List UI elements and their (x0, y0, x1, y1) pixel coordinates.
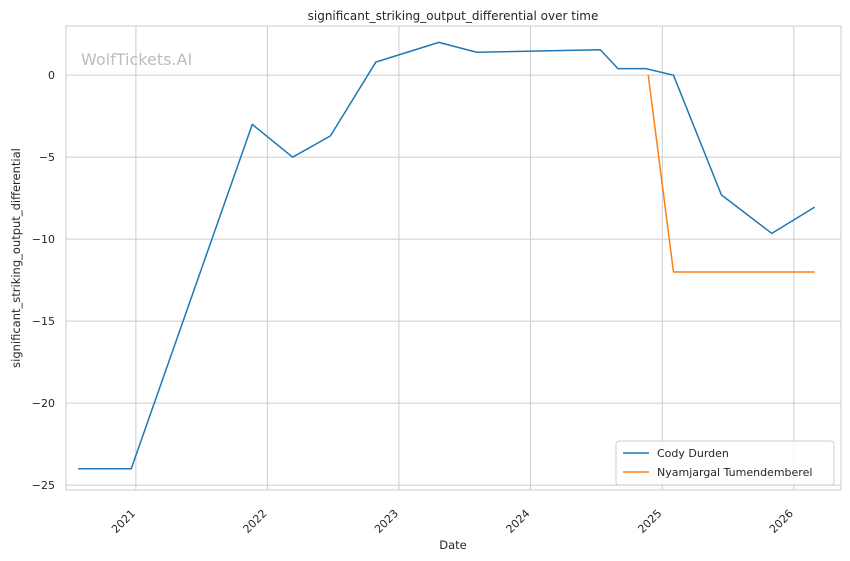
legend-label-1: Nyamjargal Tumendemberel (657, 466, 812, 479)
legend-box (615, 440, 835, 486)
y-axis-ticks: 0 −5 −10 −15 −20 −25 (32, 69, 55, 492)
y-tick-label: −5 (39, 151, 55, 164)
y-tick-label: −20 (32, 397, 55, 410)
series-line-1 (647, 75, 815, 273)
y-tick-label: 0 (48, 69, 55, 82)
series-layer (78, 41, 816, 470)
y-axis-label: significant_striking_output_differential (9, 148, 23, 368)
watermark: WolfTickets.AI (81, 50, 192, 69)
grid (66, 26, 841, 490)
plot-area-frame (65, 25, 842, 491)
x-axis-label: Date (439, 538, 467, 552)
y-tick-label: −25 (32, 479, 55, 492)
chart-title: significant_striking_output_differential… (308, 9, 599, 23)
y-tick-label: −15 (32, 315, 55, 328)
y-tick-label: −10 (32, 233, 55, 246)
legend: Cody Durden Nyamjargal Tumendemberel (615, 440, 835, 486)
legend-label-0: Cody Durden (657, 447, 729, 460)
series-line-0 (78, 41, 816, 470)
